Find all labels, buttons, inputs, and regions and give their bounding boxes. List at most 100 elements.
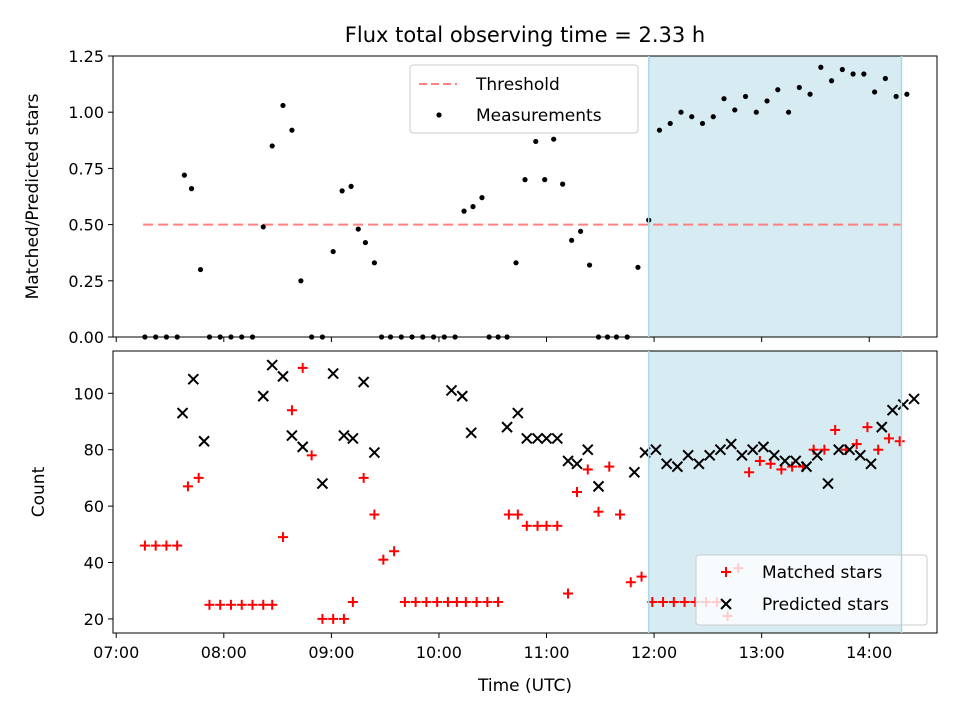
matched-star-point [369,509,380,520]
bottom-y-axis: 20 40 60 80 100 [73,384,113,629]
measurement-point [188,186,195,192]
matched-star-point [668,596,679,607]
predicted-star-point [540,432,553,445]
matched-star-point [604,461,615,472]
predicted-star-point [800,460,813,473]
matched-star-point [765,458,776,469]
measurement-point [635,264,641,270]
matched-star-point [883,433,894,444]
cross-marker-b [198,435,210,447]
measurement-point [371,260,377,266]
top-legend: Threshold Measurements [409,64,639,134]
matched-star-point [582,464,593,475]
matched-star-point [247,599,258,610]
predicted-star-point [693,458,705,470]
predicted-star-point [865,458,877,470]
cross-marker-b [714,443,727,456]
matched-star-point [776,464,787,475]
y-tick-label: 100 [73,384,104,403]
top-panel: 0.00 0.25 0.50 0.75 1.00 1.25 Matched/Predict… [23,47,938,347]
cross-marker-b [187,373,200,385]
measurement-point [339,188,345,194]
predicted-star-point [187,373,200,385]
matched-star-point [378,554,389,565]
cross-marker-b [822,477,834,490]
shaded-region-top [648,56,902,337]
bottom-x-axis: 07:00 08:00 09:00 10:00 11:00 12:00 13:00 14:00 [93,633,892,662]
y-tick-label: 0.50 [68,216,104,235]
cross-marker-b [266,359,278,371]
x-tick-label: 08:00 [201,643,247,662]
predicted-star-point [908,393,920,405]
measurement-point [732,107,738,113]
predicted-star-point [456,390,468,402]
measurement-point [872,89,878,95]
legend-matched-swatch [721,567,731,577]
matched-star-point [215,599,226,610]
measurement-point [197,266,204,273]
legend-label: Matched stars [762,563,882,583]
matched-star-point [225,599,236,610]
matched-star-point [161,540,172,551]
measurement-point [882,75,888,82]
bottom-legend: Matched stars Predicted stars [695,554,928,626]
cross-marker-b [897,398,910,411]
predicted-star-point [768,449,780,462]
cross-marker-b [327,367,339,380]
matched-star-point [571,487,582,497]
bottom-y-axis-label: Count [29,466,49,517]
matched-star-point [460,596,471,607]
cross-marker-b [843,443,856,456]
measurement-point [678,109,684,115]
cross-marker-b [296,441,309,453]
matched-star-point [744,467,755,478]
matched-star-point [389,546,400,557]
y-tick-label: 0.00 [68,328,104,347]
top-y-axis-label: Matched/Predicted stars [23,93,43,299]
y-tick-label: 20 [84,610,104,629]
matched-star-point [358,472,369,483]
matched-star-point [399,596,410,607]
cross-marker-b [854,449,866,462]
measurement-point [807,91,813,97]
legend-box [695,554,928,626]
matched-star-point [277,532,288,543]
cross-marker-b [357,376,370,388]
cross-marker-b [682,449,694,462]
cross-marker-b [347,432,359,445]
predicted-star-point [347,432,359,445]
matched-star-point [830,424,841,435]
legend-box [409,64,639,134]
legend-label: Predicted stars [762,595,889,615]
measurement-point [298,278,304,284]
measurement-point [775,87,781,93]
cross-marker-b [650,443,662,456]
matched-star-point [442,596,453,607]
matched-star-point [338,613,349,624]
matched-star-point [873,444,884,455]
cross-marker-b [582,443,594,456]
cross-marker-b [865,458,877,470]
measurement-point [828,78,835,84]
predicted-star-point [714,443,727,456]
predicted-star-point [592,480,605,493]
measurement-point [721,96,727,102]
cross-marker-b [725,438,737,450]
matched-star-point [679,596,690,607]
matched-star-point [503,509,514,520]
measurement-point [181,172,187,178]
legend-predicted-swatch [720,598,732,610]
matched-star-point [493,596,504,607]
y-tick-label: 0.25 [68,272,104,291]
measurement-point [753,109,759,115]
measurement-point [542,177,548,183]
cross-marker-b [540,432,553,445]
cross-marker-b [886,404,899,416]
measurement-point [818,64,824,70]
cross-marker-b [562,455,574,467]
cross-marker-b [338,429,350,442]
predicted-star-point [779,455,791,467]
measurement-point [569,237,575,243]
predicted-star-point [876,421,888,433]
predicted-star-point [843,443,856,456]
